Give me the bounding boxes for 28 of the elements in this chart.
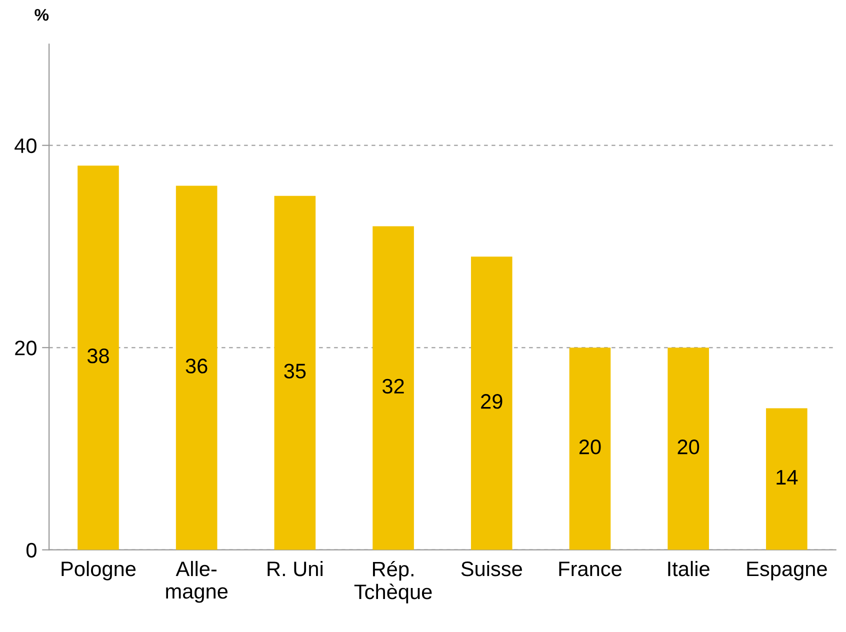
x-tick-label: Suisse xyxy=(461,560,522,576)
x-tick-label: Pologne xyxy=(62,560,136,580)
x-tick-label: Espagne xyxy=(747,562,827,580)
x-tick-label: Alle- magne xyxy=(166,560,228,603)
x-tick-label: Rép. Tchèque xyxy=(354,560,432,604)
data-label: 38 xyxy=(87,348,109,364)
bar xyxy=(176,186,218,550)
bar xyxy=(274,196,316,550)
data-label: 29 xyxy=(481,394,502,409)
bar xyxy=(78,166,119,550)
data-label: 32 xyxy=(382,378,404,394)
y-tick-label: 40 xyxy=(14,138,36,154)
y-tick-label: 0 xyxy=(26,542,36,558)
x-tick-label: France xyxy=(559,562,622,576)
bar xyxy=(569,348,611,550)
data-label: 14 xyxy=(776,470,798,484)
data-label: 20 xyxy=(678,440,700,454)
data-label: 35 xyxy=(284,364,306,378)
y-tick-label: 20 xyxy=(15,340,36,356)
bar xyxy=(372,226,414,550)
data-label: 36 xyxy=(186,358,208,374)
data-label: 20 xyxy=(579,440,601,454)
x-tick-label: Italie xyxy=(668,560,710,576)
bar xyxy=(470,256,512,550)
y-axis-title: % xyxy=(34,8,49,21)
bar xyxy=(668,348,709,550)
x-tick-label: R. Uni xyxy=(268,560,322,576)
bar xyxy=(766,408,808,550)
